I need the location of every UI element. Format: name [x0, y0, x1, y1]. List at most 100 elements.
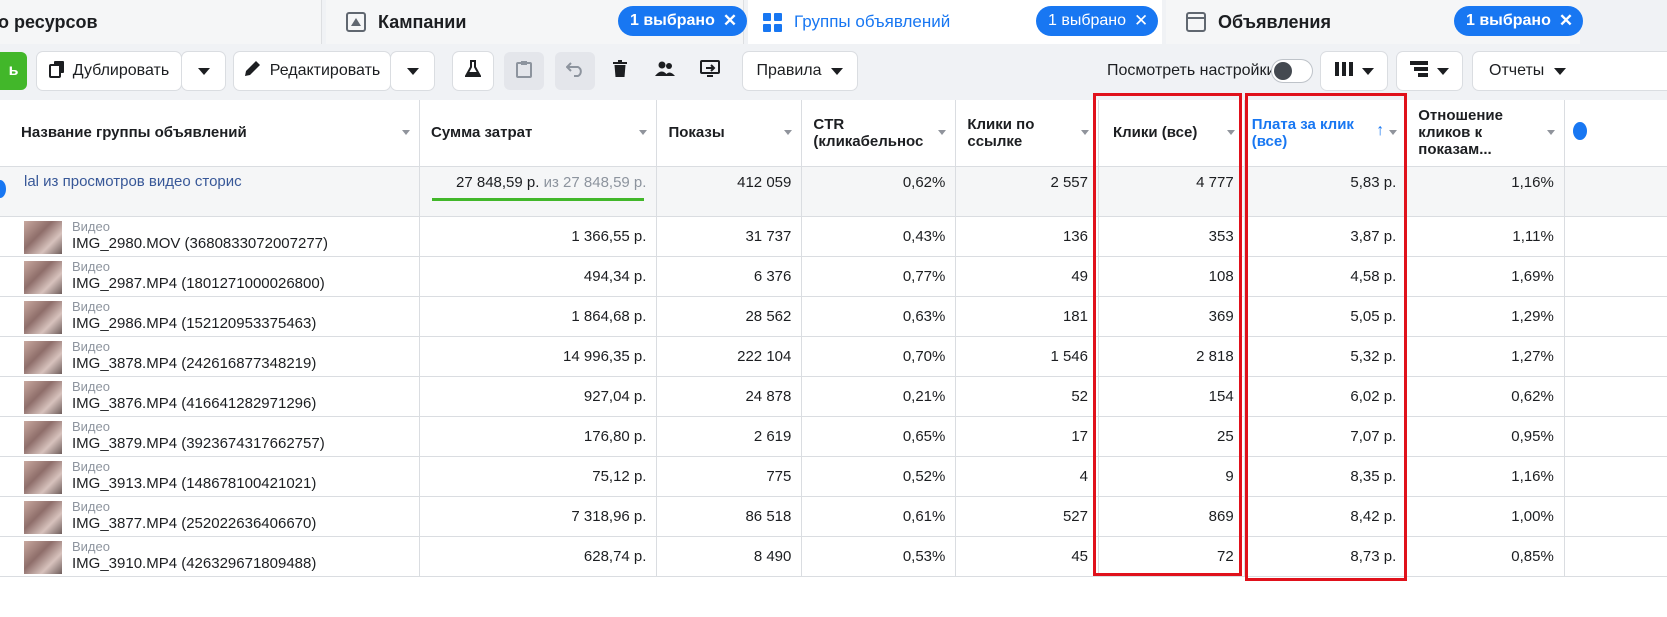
column-header-link-clicks[interactable]: Клики по ссылке	[955, 100, 1099, 167]
close-icon[interactable]: ✕	[722, 11, 738, 30]
extra-cell	[1564, 336, 1667, 377]
table-row[interactable]: Видео IMG_3877.MP4 (252022636406670) 7 318…	[0, 496, 1667, 537]
tab-ad-sets[interactable]: Группы объявлений 1 выбрано ✕	[748, 0, 1162, 44]
spend-cell: 1 366,55 р.	[419, 216, 658, 257]
column-header-spend[interactable]: Сумма затрат	[419, 100, 658, 167]
sort-icon[interactable]	[1546, 130, 1555, 135]
tab-ads[interactable]: Объявления 1 выбрано ✕	[1166, 0, 1584, 44]
ad-name-cell: Видео IMG_2987.MP4 (1801271000026800)	[0, 256, 421, 297]
tab-label: Группы объявлений	[794, 12, 951, 31]
ad-name-label: IMG_3913.MP4 (148678100421021)	[72, 474, 317, 492]
video-thumbnail[interactable]	[24, 460, 62, 494]
video-thumbnail[interactable]	[24, 380, 62, 414]
view-settings-toggle[interactable]	[1272, 60, 1312, 82]
reports-button[interactable]: Отчеты	[1473, 52, 1667, 90]
table-row[interactable]: Видео IMG_3876.MP4 (416641282971296) 927,0…	[0, 376, 1667, 417]
ab-test-button[interactable]	[453, 52, 493, 90]
budget-progress-bar	[432, 197, 645, 201]
columns-button[interactable]	[1321, 52, 1387, 90]
click-ratio-cell: 1,29%	[1406, 296, 1565, 337]
column-header-click-ratio[interactable]: Отношение кликов к показам...	[1406, 100, 1565, 167]
ad-name-cell: Видео IMG_3913.MP4 (148678100421021)	[0, 456, 421, 497]
clipboard-button[interactable]	[504, 52, 544, 90]
link-clicks-cell: 45	[955, 536, 1099, 577]
video-thumbnail[interactable]	[24, 540, 62, 574]
create-button[interactable]: ь	[0, 52, 27, 90]
summary-row: lal из просмотров видео сторис 27 848,59…	[0, 166, 1667, 217]
audience-button[interactable]	[645, 52, 685, 90]
sort-icon[interactable]	[1389, 130, 1398, 135]
ctr-cell: 0,77%	[801, 256, 957, 297]
close-icon[interactable]: ✕	[1134, 11, 1149, 30]
ad-name-cell: Видео IMG_2980.MOV (3680833072007277)	[0, 216, 421, 257]
column-header-cpc-all[interactable]: Плата за клик (все) ↑	[1244, 100, 1408, 167]
table-row[interactable]: Видео IMG_3910.MP4 (426329671809488) 628,7…	[0, 536, 1667, 577]
campaign-selected-pill[interactable]: 1 выбрано ✕	[618, 6, 748, 36]
duplicate-dropdown-button[interactable]	[182, 52, 225, 90]
column-header-impressions[interactable]: Показы	[656, 100, 803, 167]
impressions-cell: 222 104	[656, 336, 803, 377]
ctr-cell: 0,21%	[801, 376, 957, 417]
clipboard-icon	[516, 60, 532, 83]
tab-campaigns[interactable]: Кампании 1 выбрано ✕	[326, 0, 748, 44]
sort-ascending-icon[interactable]: ↑	[1376, 122, 1385, 139]
edit-button[interactable]: Редактировать	[234, 52, 390, 90]
close-icon[interactable]: ✕	[1558, 11, 1574, 30]
column-header-clicks-all[interactable]: Клики (все)	[1098, 100, 1245, 167]
ad-name-label: IMG_3910.MP4 (426329671809488)	[72, 554, 317, 572]
adset-selected-pill[interactable]: 1 выбрано ✕	[1036, 6, 1159, 36]
sort-icon[interactable]	[402, 130, 411, 135]
table-row[interactable]: Видео IMG_3913.MP4 (148678100421021) 75,12…	[0, 456, 1667, 497]
edit-dropdown-button[interactable]	[391, 52, 434, 90]
cpc-all-cell: 7,07 р.	[1244, 416, 1408, 457]
sort-icon[interactable]	[784, 130, 793, 135]
column-header-name[interactable]: Название группы объявлений	[0, 100, 421, 167]
tab-account-overview[interactable]: о ресурсов	[0, 0, 322, 44]
video-thumbnail[interactable]	[24, 420, 62, 454]
video-thumbnail[interactable]	[24, 340, 62, 374]
toolbar: ь Дублировать Редактировать	[0, 44, 1667, 100]
table-row[interactable]: Видео IMG_2987.MP4 (1801271000026800) 494,…	[0, 256, 1667, 297]
ad-name-cell: Видео IMG_3877.MP4 (252022636406670)	[0, 496, 421, 537]
spend-cell: 927,04 р.	[419, 376, 658, 417]
ad-name-cell: Видео IMG_3878.MP4 (242616877348219)	[0, 336, 421, 377]
sort-icon[interactable]	[938, 130, 947, 135]
spend-cell: 75,12 р.	[419, 456, 658, 497]
breakdown-icon	[1410, 60, 1428, 82]
video-thumbnail[interactable]	[24, 260, 62, 294]
ad-name-cell: Видео IMG_3910.MP4 (426329671809488)	[0, 536, 421, 577]
delete-button[interactable]	[600, 52, 640, 90]
table-row[interactable]: Видео IMG_3879.MP4 (3923674317662757) 176,…	[0, 416, 1667, 457]
pencil-icon	[244, 60, 261, 82]
video-thumbnail[interactable]	[24, 500, 62, 534]
table-row[interactable]: Видео IMG_3878.MP4 (242616877348219) 14 99…	[0, 336, 1667, 377]
toggle-knob	[1274, 62, 1292, 80]
sort-icon[interactable]	[1226, 130, 1235, 135]
video-thumbnail[interactable]	[24, 300, 62, 334]
adset-name-link[interactable]: lal из просмотров видео сторис	[24, 172, 242, 190]
undo-button[interactable]	[555, 52, 595, 90]
breakdown-button[interactable]	[1397, 52, 1462, 90]
ad-name-label: IMG_3879.MP4 (3923674317662757)	[72, 434, 325, 452]
ctr-cell: 0,52%	[801, 456, 957, 497]
impressions-cell: 775	[656, 456, 803, 497]
duplicate-button[interactable]: Дублировать	[37, 52, 181, 90]
table-header-row: Название группы объявлений Сумма затрат …	[0, 100, 1667, 167]
tab-label: Объявления	[1218, 11, 1331, 32]
ad-name-cell: Видео IMG_3879.MP4 (3923674317662757)	[0, 416, 421, 457]
rules-button[interactable]: Правила	[743, 52, 857, 90]
video-thumbnail[interactable]	[24, 220, 62, 254]
column-header-ctr[interactable]: CTR (кликабельнос	[801, 100, 957, 167]
extra-cell	[1564, 216, 1667, 257]
info-icon[interactable]	[1572, 122, 1587, 140]
table-row[interactable]: Видео IMG_2986.MP4 (152120953375463) 1 864…	[0, 296, 1667, 337]
export-button[interactable]	[690, 52, 730, 90]
ad-selected-pill[interactable]: 1 выбрано ✕	[1454, 6, 1584, 36]
table-row[interactable]: Видео IMG_2980.MOV (3680833072007277) 1 36…	[0, 216, 1667, 257]
sort-icon[interactable]	[1081, 130, 1089, 135]
impressions-cell: 31 737	[656, 216, 803, 257]
spend-cell: 7 318,96 р.	[419, 496, 658, 537]
column-header-more[interactable]	[1564, 100, 1667, 167]
ad-type-label: Видео	[72, 298, 110, 314]
sort-icon[interactable]	[639, 130, 648, 135]
